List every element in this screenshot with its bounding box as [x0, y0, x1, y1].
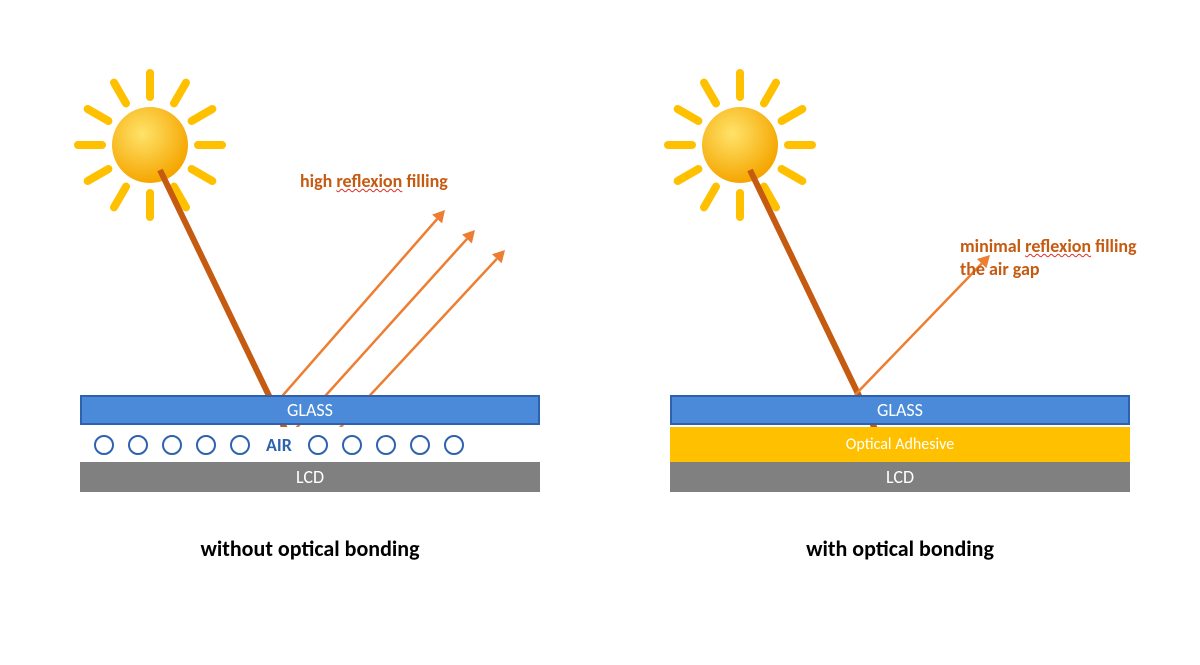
air-bubble-icon: [128, 435, 148, 455]
air-label: AIR: [266, 434, 292, 456]
annotation-minimal-reflexion: minimal reflexion filling the air gap: [960, 235, 1137, 280]
air-bubble-icon: [162, 435, 182, 455]
annotation-text-line2: the air gap: [960, 258, 1040, 280]
annotation-text: filling: [402, 170, 448, 192]
adhesive-layer: Optical Adhesive: [670, 427, 1130, 462]
air-bubble-icon: [308, 435, 328, 455]
glass-layer: GLASS: [670, 395, 1130, 425]
caption-right: with optical bonding: [670, 535, 1130, 562]
annotation-text: high: [300, 170, 336, 192]
air-bubble-icon: [342, 435, 362, 455]
annotation-wavy-word: reflexion: [336, 170, 402, 192]
caption-left: without optical bonding: [80, 535, 540, 562]
arrows-right: [630, 40, 1170, 600]
panel-without-bonding: high reflexion filling GLASS AIR LCD wit…: [40, 40, 580, 600]
air-layer: AIR: [80, 427, 540, 462]
lcd-layer: LCD: [80, 462, 540, 492]
air-bubble-icon: [444, 435, 464, 455]
air-bubble-icon: [230, 435, 250, 455]
caption-text: with optical bonding: [806, 535, 994, 562]
annotation-text: minimal: [960, 235, 1025, 257]
caption-text: without optical bonding: [200, 535, 419, 562]
panel-with-bonding: minimal reflexion filling the air gap GL…: [630, 40, 1170, 600]
glass-label: GLASS: [877, 399, 923, 421]
glass-label: GLASS: [287, 399, 333, 421]
air-bubble-icon: [410, 435, 430, 455]
annotation-text: filling: [1091, 235, 1137, 257]
lcd-label: LCD: [296, 466, 324, 488]
air-bubble-icon: [376, 435, 396, 455]
annotation-wavy-word: reflexion: [1025, 235, 1091, 257]
annotation-high-reflexion: high reflexion filling: [300, 170, 448, 193]
air-bubble-icon: [94, 435, 114, 455]
diagram-canvas: high reflexion filling GLASS AIR LCD wit…: [0, 0, 1200, 665]
air-bubble-icon: [196, 435, 216, 455]
lcd-layer: LCD: [670, 462, 1130, 492]
arrows-left: [40, 40, 580, 600]
lcd-label: LCD: [886, 466, 914, 488]
glass-layer: GLASS: [80, 395, 540, 425]
adhesive-label: Optical Adhesive: [846, 435, 954, 454]
